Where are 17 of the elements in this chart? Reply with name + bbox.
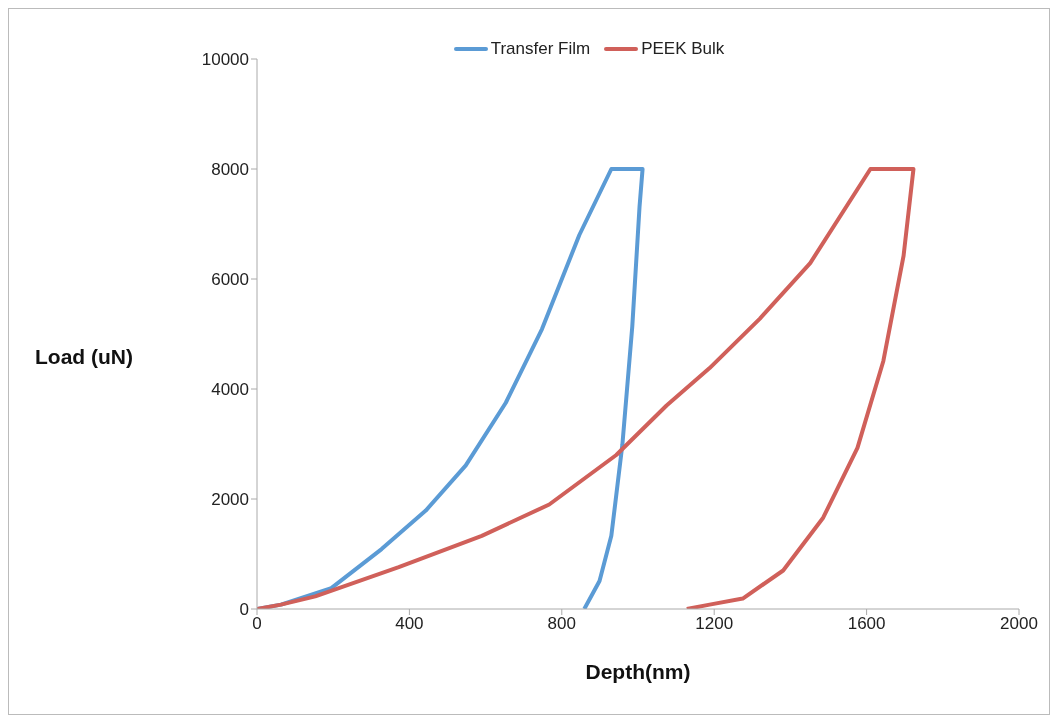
x-tick-label: 2000 xyxy=(1000,614,1038,634)
legend-label: PEEK Bulk xyxy=(640,39,725,59)
x-axis-title: Depth(nm) xyxy=(585,660,691,683)
legend-label: Transfer Film xyxy=(489,39,591,59)
y-tick-label: 0 xyxy=(239,600,249,620)
x-tick-label: 1600 xyxy=(847,614,886,634)
y-tick-label: 10000 xyxy=(201,50,249,70)
x-tick-label: 1200 xyxy=(695,614,734,634)
line-series xyxy=(257,167,916,609)
y-tick-label: 6000 xyxy=(211,270,249,290)
y-tick-label: 8000 xyxy=(211,160,249,180)
x-tick-label: 0 xyxy=(252,614,262,634)
x-tick-label: 400 xyxy=(395,614,424,634)
y-axis-title: Load (uN) xyxy=(35,345,133,369)
x-tick-label: 800 xyxy=(547,614,576,634)
y-tick-label: 2000 xyxy=(211,490,249,510)
y-tick-label: 4000 xyxy=(211,380,249,400)
